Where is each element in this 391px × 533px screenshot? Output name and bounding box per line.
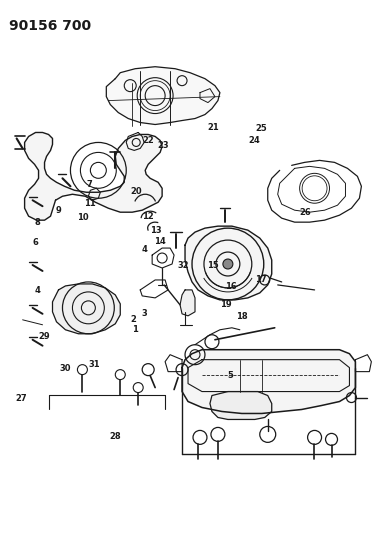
Text: 4: 4 (35, 286, 41, 295)
Text: 16: 16 (225, 282, 237, 291)
Polygon shape (106, 67, 220, 125)
Text: 9: 9 (56, 206, 61, 215)
Text: 27: 27 (15, 394, 27, 403)
Text: 22: 22 (143, 135, 154, 144)
Polygon shape (182, 350, 355, 414)
Text: 32: 32 (177, 261, 189, 270)
Text: 15: 15 (207, 261, 219, 270)
Polygon shape (52, 284, 120, 334)
Polygon shape (210, 392, 272, 419)
Polygon shape (180, 290, 195, 316)
Text: 90156 700: 90156 700 (9, 19, 91, 33)
Text: 30: 30 (59, 364, 71, 373)
Text: 6: 6 (32, 238, 38, 247)
Circle shape (223, 259, 233, 269)
Text: 3: 3 (141, 309, 147, 318)
Text: 28: 28 (110, 432, 122, 441)
Text: 26: 26 (300, 208, 311, 217)
Text: 23: 23 (158, 141, 169, 150)
Text: 13: 13 (150, 226, 161, 235)
Text: 29: 29 (39, 332, 50, 341)
Text: 8: 8 (35, 219, 41, 228)
Polygon shape (25, 133, 162, 220)
Text: 25: 25 (255, 124, 267, 133)
Text: 2: 2 (130, 315, 136, 324)
Text: 7: 7 (87, 180, 92, 189)
Text: 21: 21 (207, 123, 219, 132)
Text: 11: 11 (84, 199, 95, 208)
Text: 17: 17 (255, 275, 267, 284)
Text: 4: 4 (141, 245, 147, 254)
Text: 1: 1 (132, 325, 138, 334)
Text: 19: 19 (220, 300, 232, 309)
Text: 31: 31 (88, 360, 100, 369)
Polygon shape (185, 226, 272, 300)
Text: 5: 5 (228, 371, 233, 380)
Text: 10: 10 (77, 213, 88, 222)
Text: 18: 18 (237, 312, 248, 321)
Text: 24: 24 (249, 135, 260, 144)
Text: 20: 20 (131, 187, 142, 196)
Text: 14: 14 (154, 237, 165, 246)
Text: 12: 12 (142, 212, 154, 221)
